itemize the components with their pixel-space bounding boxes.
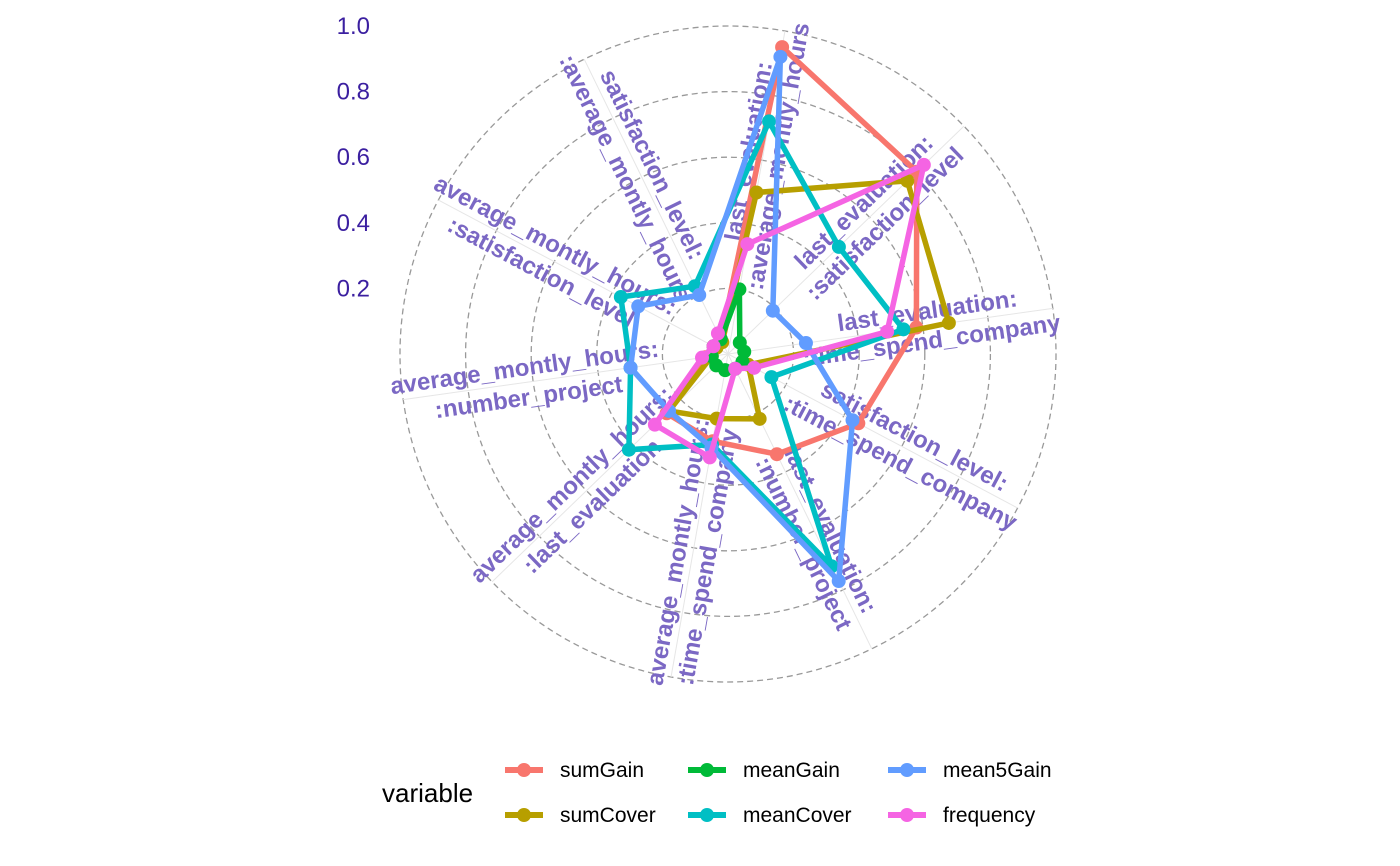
- legend-key-point: [700, 763, 714, 777]
- grid-spoke: [583, 58, 729, 355]
- data-point: [747, 360, 762, 375]
- grid-circle: [530, 156, 926, 552]
- data-point: [706, 339, 721, 354]
- legend-entry-label: meanGain: [743, 759, 840, 782]
- data-point: [798, 336, 813, 351]
- legend-key-point: [700, 808, 714, 822]
- data-point: [647, 417, 662, 432]
- data-point: [764, 370, 779, 385]
- y-tick-label: 0.4: [337, 210, 370, 237]
- y-tick-label: 0.8: [337, 79, 370, 106]
- data-point: [728, 361, 743, 376]
- y-tick-label: 0.6: [337, 144, 370, 171]
- grid-spoke: [403, 353, 729, 401]
- data-point: [831, 573, 846, 588]
- legend-key-point: [517, 808, 531, 822]
- data-point: [752, 411, 767, 426]
- data-point: [623, 360, 638, 375]
- data-point: [941, 315, 956, 330]
- data-point: [613, 290, 628, 305]
- legend-key-point: [517, 763, 531, 777]
- series-layer: [613, 40, 956, 588]
- grid-circle: [596, 222, 860, 486]
- legend-key-point: [900, 763, 914, 777]
- data-point: [740, 237, 755, 252]
- data-point: [880, 324, 895, 339]
- legend-entry-label: frequency: [943, 804, 1036, 827]
- grid-spoke: [438, 199, 729, 355]
- data-point: [621, 442, 636, 457]
- grid-circle: [399, 25, 1057, 683]
- grid-spoke: [727, 353, 873, 650]
- data-point: [773, 49, 788, 64]
- data-point: [702, 450, 717, 465]
- data-point: [631, 299, 646, 314]
- y-tick-label: 0.2: [337, 275, 370, 302]
- data-point: [896, 322, 911, 337]
- radar-grid: [399, 25, 1057, 683]
- legend-entry-label: sumGain: [560, 759, 644, 782]
- grid-spoke: [491, 353, 729, 583]
- data-point: [916, 157, 931, 172]
- data-point: [695, 350, 710, 365]
- legend-title: variable: [382, 778, 473, 808]
- legend: variable sumGain sumCover meanGain meanCove…: [382, 759, 1052, 827]
- grid-circle: [464, 90, 992, 618]
- axis-label: last_evaluation::number_project: [750, 443, 883, 635]
- legend-entry-label: mean5Gain: [943, 759, 1052, 782]
- legend-key-point: [900, 808, 914, 822]
- data-point: [845, 413, 860, 428]
- data-point: [831, 239, 846, 254]
- grid-spoke: [670, 353, 729, 678]
- data-point: [765, 303, 780, 318]
- legend-entry-label: sumCover: [560, 804, 656, 827]
- data-point: [900, 173, 915, 188]
- data-point: [710, 326, 725, 341]
- data-point: [762, 114, 777, 129]
- data-point: [692, 288, 707, 303]
- data-point: [749, 185, 764, 200]
- y-tick-label: 1.0: [337, 13, 370, 40]
- y-tick-labels: 0.2 0.4 0.6 0.8 1.0: [337, 13, 370, 302]
- legend-entry-label: meanCover: [743, 804, 852, 827]
- data-point: [769, 447, 784, 462]
